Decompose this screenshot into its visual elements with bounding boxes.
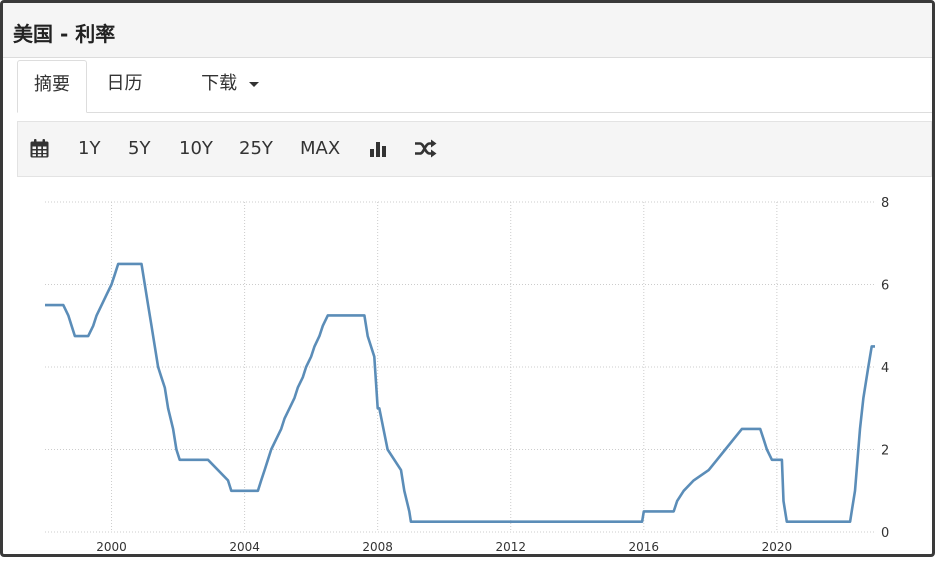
tab-summary-label: 摘要 [34,74,70,95]
y-tick-label: 4 [881,361,889,376]
y-tick-label: 0 [881,526,889,541]
tab-download[interactable]: 下载 [195,60,265,112]
range-max-button[interactable]: MAX [300,138,341,159]
widget-header: 美国 - 利率 [3,3,932,58]
series-line [45,262,875,523]
chart-area: 2000 2004 2008 2012 2016 2020 0 2 4 6 8 [3,177,932,554]
calendar-icon[interactable] [30,139,49,162]
shuffle-icon[interactable] [414,139,437,162]
x-tick-label: 2004 [229,540,260,554]
x-tick-label: 2012 [495,540,526,554]
x-tick-label: 2000 [96,540,127,554]
x-tick-label: 2020 [762,540,793,554]
page-title: 美国 - 利率 [13,22,116,46]
x-tick-label: 2008 [362,540,393,554]
tab-download-label: 下载 [201,73,238,94]
y-tick-label: 6 [881,279,889,294]
range-1y-button[interactable]: 1Y [78,138,101,159]
y-tick-label: 2 [881,444,889,459]
range-10y-button[interactable]: 10Y [179,138,213,159]
bar-chart-icon[interactable] [369,139,388,162]
x-tick-label: 2016 [629,540,660,554]
tab-summary[interactable]: 摘要 [17,60,87,113]
caret-down-icon [248,81,259,87]
range-25y-button[interactable]: 25Y [239,138,273,159]
interest-rate-chart: 2000 2004 2008 2012 2016 2020 0 2 4 6 8 [45,196,889,554]
tab-calendar-label: 日历 [106,73,143,94]
tab-calendar[interactable]: 日历 [92,60,157,112]
range-5y-button[interactable]: 5Y [128,138,151,159]
chart-toolbar: 1Y 5Y 10Y 25Y MAX [17,121,932,177]
tab-bar: 摘要 日历 下载 [17,60,932,113]
y-tick-label: 8 [881,196,889,211]
